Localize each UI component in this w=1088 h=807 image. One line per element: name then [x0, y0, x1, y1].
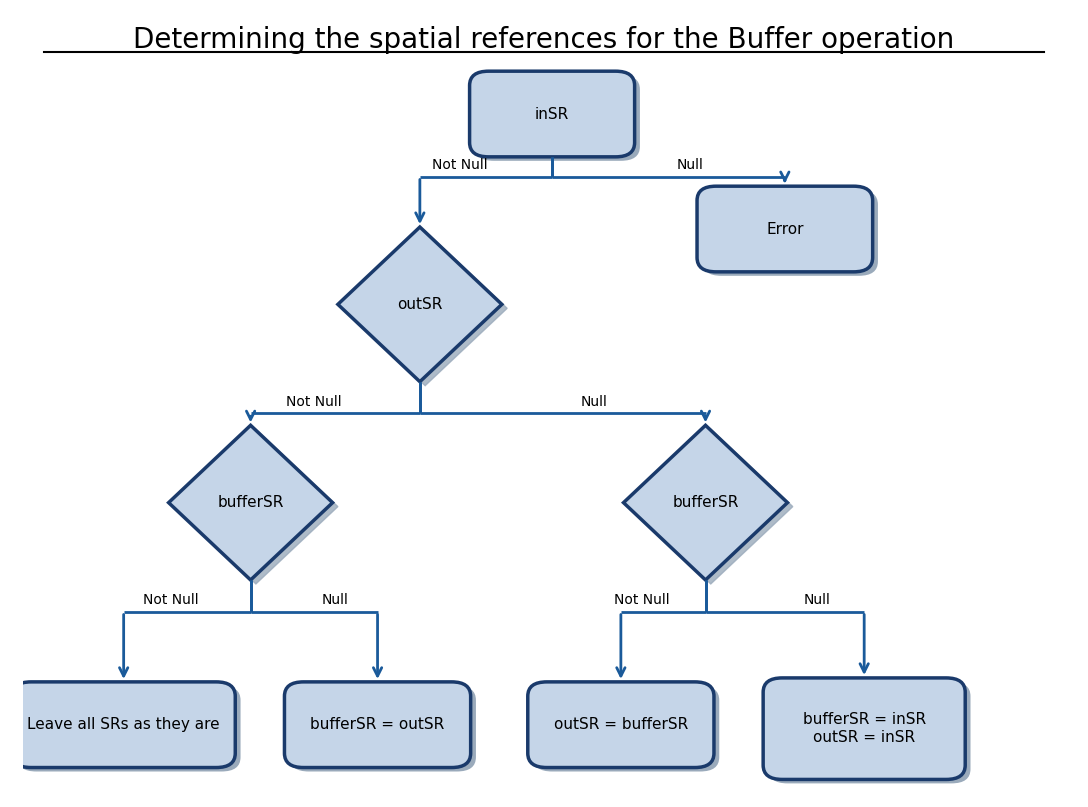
FancyBboxPatch shape [17, 686, 240, 771]
Text: bufferSR: bufferSR [672, 495, 739, 510]
Text: Not Null: Not Null [286, 395, 342, 408]
FancyBboxPatch shape [768, 682, 970, 784]
Polygon shape [338, 227, 502, 382]
Text: Null: Null [803, 593, 830, 607]
Text: Leave all SRs as they are: Leave all SRs as they are [27, 717, 220, 732]
FancyBboxPatch shape [528, 682, 714, 767]
FancyBboxPatch shape [703, 190, 878, 276]
Text: outSR = bufferSR: outSR = bufferSR [554, 717, 688, 732]
FancyBboxPatch shape [763, 678, 965, 780]
Text: Null: Null [322, 593, 348, 607]
Polygon shape [629, 429, 793, 584]
Text: bufferSR = outSR: bufferSR = outSR [310, 717, 445, 732]
Text: Error: Error [766, 221, 804, 236]
FancyBboxPatch shape [533, 686, 719, 771]
Polygon shape [169, 425, 333, 580]
FancyBboxPatch shape [470, 71, 634, 157]
Text: Determining the spatial references for the Buffer operation: Determining the spatial references for t… [134, 26, 954, 54]
Text: Not Null: Not Null [615, 593, 670, 607]
FancyBboxPatch shape [474, 75, 640, 161]
Polygon shape [623, 425, 788, 580]
FancyBboxPatch shape [697, 186, 873, 272]
Text: Null: Null [581, 395, 608, 408]
FancyBboxPatch shape [284, 682, 471, 767]
Text: inSR: inSR [535, 107, 569, 122]
Polygon shape [174, 429, 338, 584]
Text: Not Null: Not Null [432, 158, 487, 172]
Text: bufferSR: bufferSR [218, 495, 284, 510]
FancyBboxPatch shape [289, 686, 475, 771]
Polygon shape [343, 231, 507, 386]
FancyBboxPatch shape [12, 682, 235, 767]
Text: Null: Null [677, 158, 703, 172]
Text: Not Null: Not Null [144, 593, 199, 607]
Text: outSR: outSR [397, 297, 443, 312]
Text: bufferSR = inSR
outSR = inSR: bufferSR = inSR outSR = inSR [803, 713, 926, 745]
